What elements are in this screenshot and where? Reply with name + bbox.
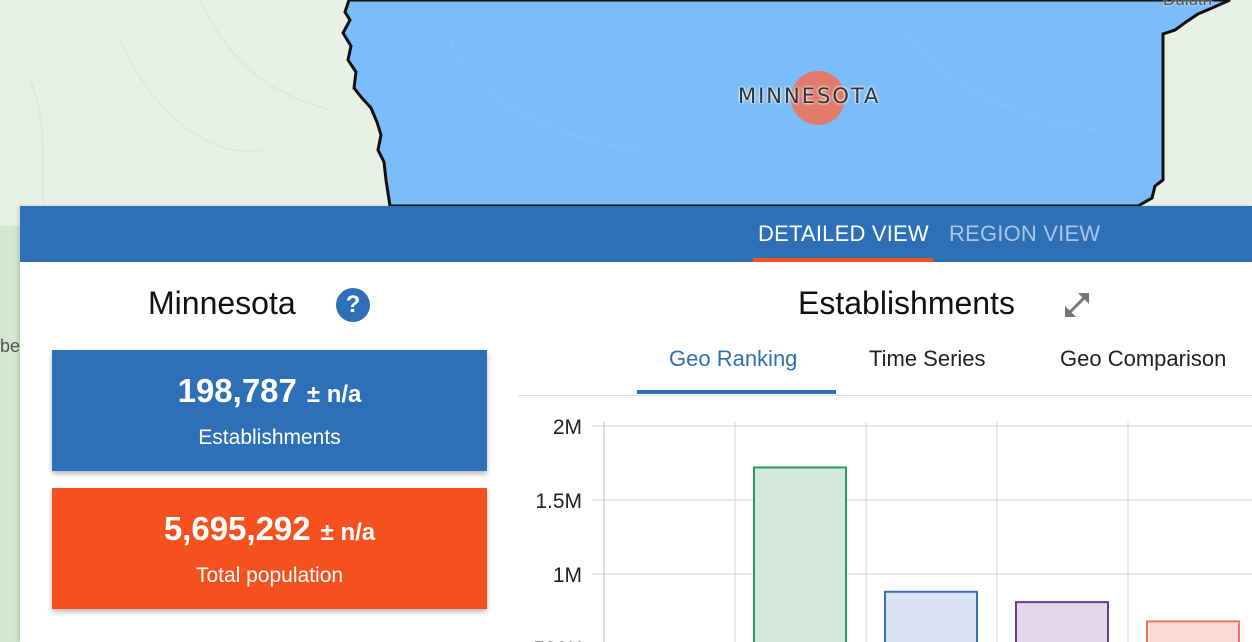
location-marker[interactable] xyxy=(791,71,845,125)
panel-header: DETAILED VIEW REGION VIEW xyxy=(20,206,1252,262)
question-circle-icon[interactable]: ? xyxy=(336,288,370,322)
map-edge-label: be xyxy=(0,336,21,356)
bar-1[interactable] xyxy=(753,466,847,642)
detail-panel: DETAILED VIEW REGION VIEW Minnesota ? 19… xyxy=(20,206,1252,642)
stat-card-establishments: 198,787 ± n/a Establishments xyxy=(52,350,487,471)
map-park-area xyxy=(0,226,20,642)
geo-title: Minnesota xyxy=(148,285,296,321)
chart-title: Establishments xyxy=(798,285,1015,321)
stat-value: 198,787 xyxy=(177,372,297,409)
expand-icon[interactable] xyxy=(1062,290,1092,320)
stat-card-total-population: 5,695,292 ± n/a Total population xyxy=(52,488,487,609)
tab-geo-comparison[interactable]: Geo Comparison xyxy=(1060,346,1227,371)
stat-moe: ± n/a xyxy=(320,519,376,546)
bar-2[interactable] xyxy=(884,590,978,642)
city-label-duluth: Duluth xyxy=(1163,0,1212,10)
bar-4[interactable] xyxy=(1146,620,1240,642)
stat-label: Establishments xyxy=(198,426,341,449)
y-tick-label: 2M xyxy=(553,416,582,439)
tab-divider xyxy=(518,395,1252,396)
stat-value-row: 198,787 ± n/a xyxy=(52,372,487,410)
stat-value-row: 5,695,292 ± n/a xyxy=(52,510,487,548)
tab-time-series[interactable]: Time Series xyxy=(869,346,986,371)
y-tick-label: 1M xyxy=(553,564,582,587)
chart-tab-indicator xyxy=(637,390,836,394)
tab-detailed-view[interactable]: DETAILED VIEW xyxy=(758,221,929,246)
geo-ranking-chart: 2M 1.5M 1M 500K xyxy=(518,402,1252,642)
y-tick-label: 500K xyxy=(533,638,582,642)
tab-region-view[interactable]: REGION VIEW xyxy=(949,221,1101,246)
bar-3[interactable] xyxy=(1015,601,1109,642)
minnesota-state-shape[interactable] xyxy=(341,0,1231,208)
stat-moe: ± n/a xyxy=(306,381,362,408)
y-tick-label: 1.5M xyxy=(535,490,582,513)
state-internal-lines xyxy=(449,29,1101,151)
stat-value: 5,695,292 xyxy=(163,510,311,547)
tab-geo-ranking[interactable]: Geo Ranking xyxy=(669,346,798,371)
state-label: MINNESOTA xyxy=(738,84,881,108)
stat-label: Total population xyxy=(195,564,344,587)
active-tab-indicator xyxy=(753,258,933,262)
bar-chart-svg: 2M 1.5M 1M 500K xyxy=(533,416,1252,642)
